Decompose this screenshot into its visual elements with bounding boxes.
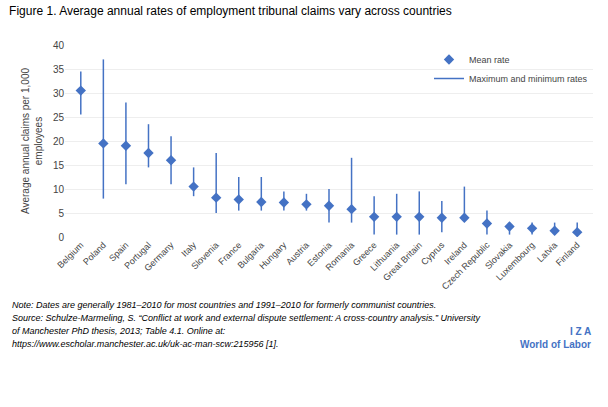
svg-text:Slovakia: Slovakia: [483, 240, 514, 271]
svg-text:Finland: Finland: [554, 240, 582, 268]
svg-text:Greece: Greece: [351, 240, 379, 268]
svg-text:Austria: Austria: [284, 240, 311, 267]
svg-text:0: 0: [58, 232, 64, 243]
svg-text:Mean rate: Mean rate: [469, 55, 510, 65]
svg-text:5: 5: [58, 208, 64, 219]
svg-text:Italy: Italy: [179, 240, 198, 259]
svg-text:25: 25: [53, 112, 65, 123]
svg-text:Portugal: Portugal: [122, 240, 153, 271]
svg-text:Poland: Poland: [81, 240, 108, 267]
svg-text:France: France: [216, 240, 243, 267]
svg-text:Note: Dates are generally 1981: Note: Dates are generally 1981–2010 for …: [12, 300, 436, 310]
svg-text:Cyprus: Cyprus: [419, 240, 447, 268]
svg-text:15: 15: [53, 160, 65, 171]
svg-text:Ireland: Ireland: [442, 240, 469, 267]
svg-text:Maximum and minimum rates: Maximum and minimum rates: [469, 74, 588, 84]
svg-text:40: 40: [53, 40, 65, 51]
svg-text:Figure 1. Average annual rates: Figure 1. Average annual rates of employ…: [9, 4, 452, 18]
svg-text:Bulgaria: Bulgaria: [235, 240, 265, 270]
svg-text:30: 30: [53, 88, 65, 99]
svg-text:of Manchester PhD thesis, 2013: of Manchester PhD thesis, 2013; Table 4.…: [12, 326, 226, 336]
svg-text:Belgium: Belgium: [55, 240, 85, 270]
svg-text:Spain: Spain: [107, 240, 130, 263]
svg-text:Estonia: Estonia: [305, 240, 333, 268]
svg-text:Average annual claims per 1,00: Average annual claims per 1,000employees: [20, 68, 44, 214]
svg-text:Great Britain: Great Britain: [381, 240, 424, 283]
svg-text:World of Labor: World of Labor: [520, 339, 591, 350]
svg-text:Germany: Germany: [142, 240, 176, 274]
svg-text:I Z A: I Z A: [570, 326, 591, 337]
svg-text:Source: Schulze-Marmeling, S.: Source: Schulze-Marmeling, S. “Conflict …: [12, 313, 481, 323]
svg-text:Romania: Romania: [324, 240, 357, 273]
svg-text:20: 20: [53, 136, 65, 147]
svg-text:Slovenia: Slovenia: [189, 240, 220, 271]
svg-text:35: 35: [53, 64, 65, 75]
svg-text:Czech Republic: Czech Republic: [440, 240, 492, 292]
svg-text:Luxembourg: Luxembourg: [494, 240, 536, 282]
svg-text:https://www.escholar.mancheste: https://www.escholar.manchester.ac.uk/uk…: [12, 339, 278, 349]
svg-text:Lithuania: Lithuania: [368, 240, 401, 273]
svg-text:10: 10: [53, 184, 65, 195]
svg-text:Hungary: Hungary: [257, 240, 288, 271]
svg-text:Latvia: Latvia: [535, 240, 559, 264]
